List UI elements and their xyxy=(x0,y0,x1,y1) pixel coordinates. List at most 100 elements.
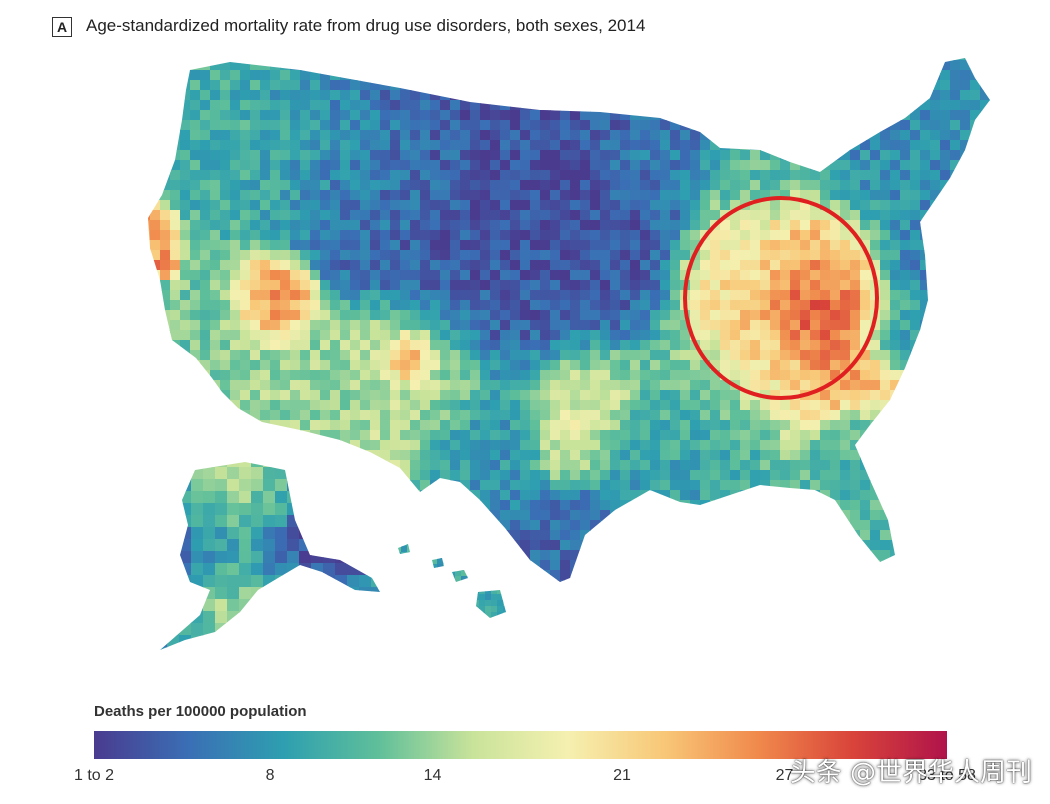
county-cell xyxy=(870,460,881,471)
county-cell xyxy=(800,80,811,91)
county-cell xyxy=(490,180,501,191)
county-cell xyxy=(510,260,521,271)
county-cell xyxy=(730,90,741,101)
county-cell xyxy=(880,520,891,531)
county-cell xyxy=(930,470,941,481)
county-cell xyxy=(510,570,521,581)
county-cell xyxy=(590,170,601,181)
county-cell xyxy=(500,400,511,411)
county-cell xyxy=(380,190,391,201)
county-cell xyxy=(970,540,981,551)
county-cell xyxy=(260,170,271,181)
county-cell xyxy=(170,110,181,121)
county-cell xyxy=(550,340,561,351)
county-cell xyxy=(287,647,300,650)
county-cell xyxy=(870,80,881,91)
county-cell xyxy=(750,340,761,351)
county-cell xyxy=(490,530,501,541)
county-cell xyxy=(640,230,651,241)
county-cell xyxy=(347,467,360,480)
county-cell xyxy=(820,490,831,501)
county-cell xyxy=(230,190,241,201)
county-cell xyxy=(220,170,231,181)
county-cell xyxy=(820,430,831,441)
county-cell xyxy=(390,170,401,181)
county-cell xyxy=(990,170,1001,181)
county-cell xyxy=(150,290,161,301)
county-cell xyxy=(730,420,741,431)
county-cell xyxy=(300,470,311,481)
county-cell xyxy=(620,440,631,451)
county-cell xyxy=(910,130,921,141)
county-cell xyxy=(860,460,871,471)
county-cell xyxy=(170,250,181,261)
county-cell xyxy=(410,480,421,491)
county-cell xyxy=(290,310,301,321)
county-cell xyxy=(480,100,491,111)
county-cell xyxy=(580,400,591,411)
county-cell xyxy=(275,647,288,650)
county-cell xyxy=(710,450,721,461)
county-cell xyxy=(620,530,631,541)
county-cell xyxy=(370,540,381,551)
county-cell xyxy=(750,480,761,491)
county-cell xyxy=(290,440,301,451)
county-cell xyxy=(810,390,821,401)
county-cell xyxy=(750,170,761,181)
county-cell xyxy=(300,140,311,151)
county-cell xyxy=(660,58,671,61)
county-cell xyxy=(330,490,341,501)
county-cell xyxy=(420,480,431,491)
county-cell xyxy=(940,400,951,411)
county-cell xyxy=(480,260,491,271)
county-cell xyxy=(820,280,831,291)
county-cell xyxy=(150,490,161,501)
county-cell xyxy=(590,440,601,451)
county-cell xyxy=(320,530,331,541)
county-cell xyxy=(490,80,501,91)
county-cell xyxy=(490,360,501,371)
county-cell xyxy=(800,570,811,581)
county-cell xyxy=(920,380,931,391)
county-cell xyxy=(630,390,641,401)
county-cell xyxy=(480,410,491,421)
county-cell xyxy=(287,563,300,576)
county-cell xyxy=(460,300,471,311)
county-cell xyxy=(350,190,361,201)
county-cell xyxy=(203,599,216,612)
county-cell xyxy=(160,560,171,571)
county-cell xyxy=(310,360,321,371)
county-cell xyxy=(650,190,661,201)
county-cell xyxy=(630,260,641,271)
county-cell xyxy=(740,220,751,231)
county-cell xyxy=(167,539,180,552)
county-cell xyxy=(690,110,701,121)
county-cell xyxy=(710,470,721,481)
county-cell xyxy=(170,480,181,491)
county-cell xyxy=(860,430,871,441)
county-cell xyxy=(910,400,921,411)
county-cell xyxy=(950,180,961,191)
county-cell xyxy=(359,551,372,564)
county-cell xyxy=(860,58,871,61)
county-cell xyxy=(910,530,921,541)
county-cell xyxy=(330,100,341,111)
county-cell xyxy=(700,180,711,191)
county-cell xyxy=(570,360,581,371)
county-cell xyxy=(480,460,491,471)
county-cell xyxy=(750,400,761,411)
county-cell xyxy=(580,430,591,441)
county-cell xyxy=(220,450,231,461)
county-cell xyxy=(239,539,252,552)
county-cell xyxy=(960,70,971,81)
county-cell xyxy=(750,180,761,191)
county-cell xyxy=(620,370,631,381)
county-cell xyxy=(900,500,911,511)
county-cell xyxy=(770,280,781,291)
county-cell xyxy=(580,550,591,561)
county-cell xyxy=(920,320,931,331)
county-cell xyxy=(820,550,831,561)
county-cell xyxy=(220,220,231,231)
county-cell xyxy=(410,520,421,531)
county-cell xyxy=(640,500,651,511)
